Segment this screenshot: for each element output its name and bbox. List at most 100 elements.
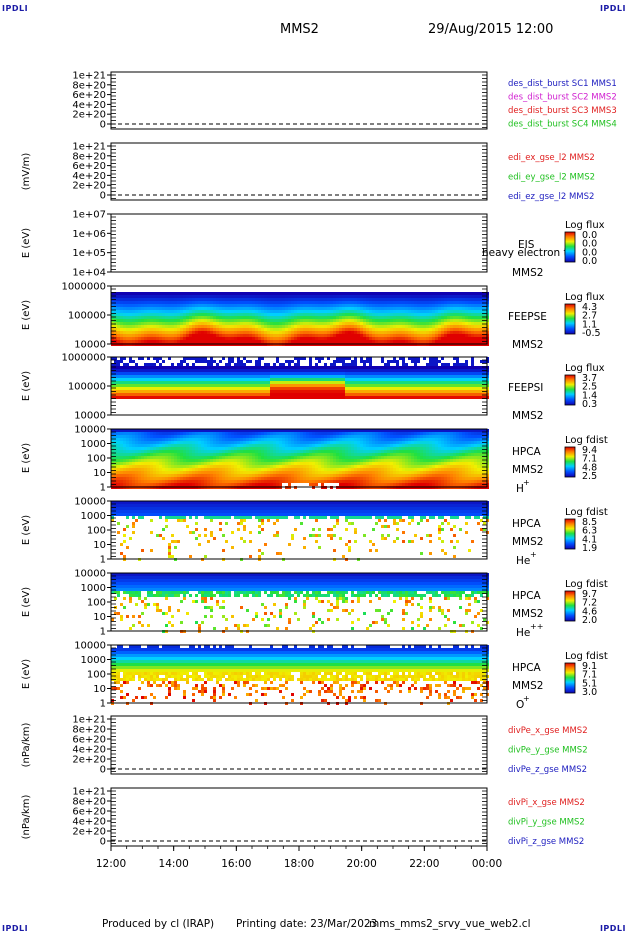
spectrogram-cell <box>360 340 363 343</box>
spectrogram-cell <box>171 366 174 369</box>
spectrogram-cell <box>270 366 273 369</box>
spectrogram-cell <box>348 292 351 295</box>
spectrogram-cell <box>225 438 228 441</box>
spectrogram-cell <box>138 468 141 471</box>
spectrogram-cell <box>303 334 306 337</box>
spectrogram-cell <box>198 307 201 310</box>
spectrogram-cell <box>162 477 165 480</box>
spectrogram-cell <box>324 325 327 328</box>
spectrogram-cell <box>147 304 150 307</box>
spectrogram-cell <box>144 298 147 301</box>
spectrogram-cell <box>162 453 165 456</box>
spectrogram-cell <box>243 325 246 328</box>
spectrogram-cell <box>162 441 165 444</box>
colorbar-tick-label: 1.1 <box>582 319 597 330</box>
spectrogram-cell <box>360 325 363 328</box>
spectrogram-cell <box>399 298 402 301</box>
spectrogram-cell <box>192 429 195 432</box>
spectrogram-cell <box>405 340 408 343</box>
spectrogram-cell <box>114 375 117 378</box>
spectrogram-cell <box>153 468 156 471</box>
spectrogram-cell <box>306 378 309 381</box>
spectrogram-cell <box>432 313 435 316</box>
spectrogram-cell <box>126 325 129 328</box>
spectrogram-cell <box>360 334 363 337</box>
spectrogram-cell <box>210 331 213 334</box>
spectrogram-cell <box>120 387 123 390</box>
spectrogram-cell <box>225 298 228 301</box>
spectrogram-cell <box>228 468 231 471</box>
spectrogram-cell <box>348 334 351 337</box>
spectrogram-cell <box>297 310 300 313</box>
spectrogram-cell <box>261 310 264 313</box>
spectrogram-cell <box>168 393 171 396</box>
spectrogram-cell <box>405 301 408 304</box>
spectrogram-cell <box>243 393 246 396</box>
spectrogram-cell <box>222 456 225 459</box>
spectrogram-cell <box>342 381 345 384</box>
spectrogram-cell <box>129 468 132 471</box>
spectrogram-cell <box>240 372 243 375</box>
spectrogram-cell <box>120 456 123 459</box>
spectrogram-cell <box>330 369 333 372</box>
spectrogram-cell <box>345 316 348 319</box>
spectrogram-cell <box>135 366 138 369</box>
spectrogram-cell <box>387 334 390 337</box>
spectrogram-cell <box>396 390 399 393</box>
spectrogram-cell <box>459 363 462 366</box>
spectrogram-cell <box>471 334 474 337</box>
spectrogram-cell <box>168 471 171 474</box>
spectrogram-cell <box>162 393 165 396</box>
spectrogram-cell <box>117 390 120 393</box>
spectrogram-cell <box>168 292 171 295</box>
spectrogram-cell <box>135 477 138 480</box>
spectrogram-cell <box>168 322 171 325</box>
spectrogram-cell <box>117 340 120 343</box>
spectrogram-cell <box>261 334 264 337</box>
spectrogram-cell <box>435 304 438 307</box>
spectrogram-cell <box>405 295 408 298</box>
spectrogram-cell <box>141 432 144 435</box>
spectrogram-cell <box>147 322 150 325</box>
spectrogram-cell <box>339 381 342 384</box>
spectrogram-cell <box>351 295 354 298</box>
spectrogram-cell <box>255 316 258 319</box>
spectrogram-cell <box>204 298 207 301</box>
spectrogram-cell <box>114 363 117 366</box>
spectrogram-cell <box>366 319 369 322</box>
spectrogram-cell <box>183 301 186 304</box>
spectrogram-cell <box>432 334 435 337</box>
spectrogram-cell <box>360 331 363 334</box>
spectrogram-cell <box>333 381 336 384</box>
spectrogram-cell <box>135 313 138 316</box>
spectrogram-cell <box>189 316 192 319</box>
spectrogram-cell <box>159 384 162 387</box>
spectrogram-cell <box>369 366 372 369</box>
spectrogram-cell <box>147 387 150 390</box>
spectrogram-cell <box>384 307 387 310</box>
spectrogram-cell <box>303 390 306 393</box>
spectrogram-cell <box>138 390 141 393</box>
spectrogram-cell <box>198 444 201 447</box>
spectrogram-cell <box>192 447 195 450</box>
spectrogram-cell <box>216 319 219 322</box>
spectrogram-cell <box>288 375 291 378</box>
spectrogram-cell <box>315 384 318 387</box>
spectrogram-cell <box>147 310 150 313</box>
spectrogram-cell <box>246 393 249 396</box>
spectrogram-cell <box>342 363 345 366</box>
spectrogram-cell <box>228 295 231 298</box>
spectrogram-cell <box>162 310 165 313</box>
spectrogram-cell <box>462 396 465 399</box>
spectrogram-cell <box>186 435 189 438</box>
spectrogram-cell <box>468 307 471 310</box>
spectrogram-cell <box>417 316 420 319</box>
spectrogram-cell <box>303 304 306 307</box>
spectrogram-cell <box>408 322 411 325</box>
spectrogram-cell <box>357 331 360 334</box>
spectrogram-cell <box>447 310 450 313</box>
spectrogram-cell <box>258 331 261 334</box>
spectrogram-cell <box>357 393 360 396</box>
spectrogram-cell <box>111 366 114 369</box>
spectrogram-cell <box>297 328 300 331</box>
